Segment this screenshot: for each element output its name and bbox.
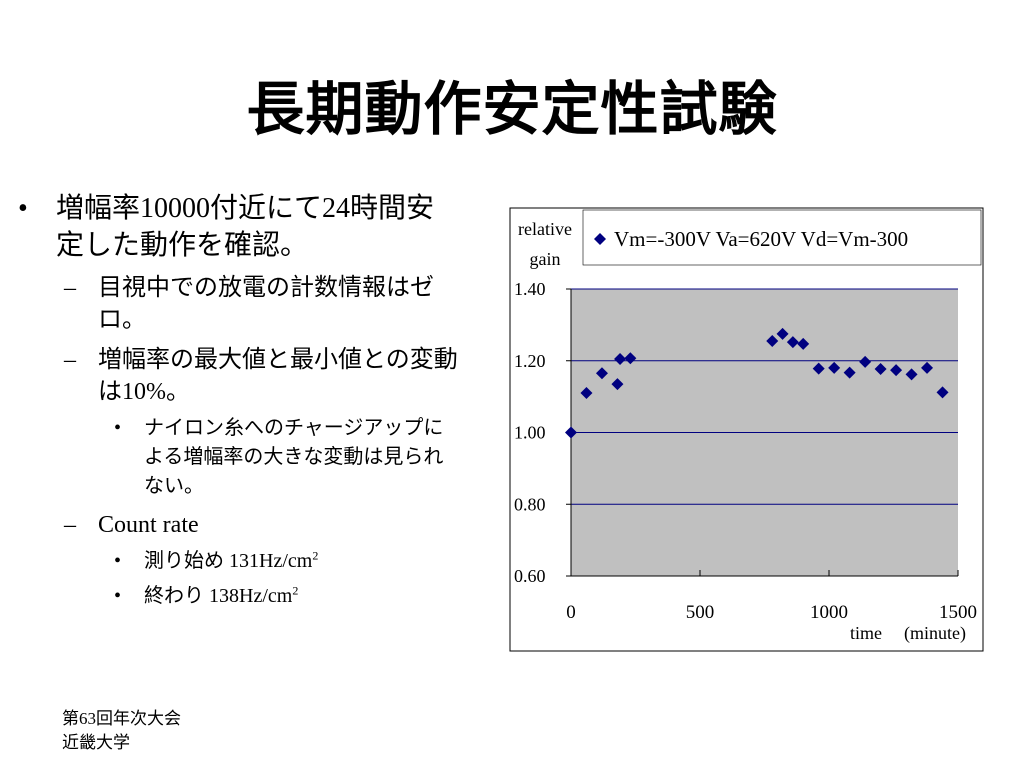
data-point-marker: [565, 426, 577, 439]
x-tick-label: 0: [566, 602, 576, 623]
data-point-marker: [611, 378, 624, 391]
y-axis-label-line1: relative: [518, 219, 572, 239]
legend-box: [582, 209, 982, 266]
dash-marker: –: [64, 347, 76, 373]
data-point-marker: [766, 335, 779, 348]
dash-marker: –: [64, 512, 76, 538]
data-point-marker: [921, 361, 934, 374]
bullet-marker: •: [114, 417, 122, 439]
x-tick-label: 1000: [810, 602, 848, 623]
bullet-text: 増幅率10000付近にて24時間安定した動作を確認。: [56, 193, 435, 261]
rate-start-exponent: 2: [312, 548, 319, 563]
y-tick-label: 1.00: [514, 423, 546, 443]
data-point-marker: [859, 355, 872, 368]
slide-title: 長期動作安定性試験: [246, 77, 778, 142]
x-axis-label: time: [850, 623, 882, 643]
sub-sub-bullet-text: ナイロン糸へのチャージアップによる増幅率の大きな変動は見られない。: [144, 417, 444, 497]
sub-bullet-item: – Count rate: [18, 509, 458, 541]
data-point-marker: [797, 337, 810, 350]
legend-marker: [594, 233, 606, 245]
y-tick-label: 1.40: [514, 279, 546, 299]
sub-bullet-text: 増幅率の最大値と最小値との変動は10%。: [98, 347, 458, 405]
data-point-marker: [905, 368, 918, 381]
data-point-marker: [828, 361, 841, 374]
sub-sub-bullet-item: • ナイロン糸へのチャージアップによる増幅率の大きな変動は見られない。: [18, 414, 458, 501]
bullet-list: • 増幅率10000付近にて24時間安定した動作を確認。 – 目視中での放電の計…: [18, 190, 458, 611]
rate-end-text: 終わり 138Hz/cm: [144, 585, 293, 607]
x-tick-label: 1500: [939, 602, 977, 623]
y-axis-label-line2: gain: [530, 249, 561, 269]
data-point-marker: [890, 364, 903, 377]
sub-sub-bullet-item: • 測り始め 131Hz/cm2: [18, 547, 458, 576]
data-point-marker: [595, 367, 608, 380]
footer: 第63回年次大会 近畿大学: [62, 707, 181, 755]
data-point-marker: [874, 363, 887, 376]
y-tick-label: 0.80: [514, 494, 546, 514]
sub-bullet-item: – 増幅率の最大値と最小値との変動は10%。: [18, 344, 458, 408]
x-tick-label: 500: [686, 602, 715, 623]
footer-event: 第63回年次大会: [62, 709, 181, 728]
footer-university: 近畿大学: [62, 733, 130, 752]
data-point-marker: [580, 387, 593, 400]
bullet-marker: •: [18, 193, 28, 224]
data-point-marker: [812, 362, 825, 375]
sub-bullet-text: Count rate: [98, 512, 199, 538]
dash-marker: –: [64, 275, 76, 301]
rate-start-text: 測り始め 131Hz/cm: [144, 550, 313, 572]
bullet-marker: •: [114, 550, 122, 572]
data-point-marker: [843, 366, 856, 379]
bullet-item: • 増幅率10000付近にて24時間安定した動作を確認。: [18, 190, 458, 264]
data-point-marker: [614, 352, 627, 365]
sub-bullet-item: – 目視中での放電の計数情報はゼロ。: [18, 272, 458, 336]
sub-sub-bullet-item: • 終わり 138Hz/cm2: [18, 582, 458, 611]
legend-label: Vm=-300V Va=620V Vd=Vm-300: [614, 227, 908, 251]
x-axis-unit: (minute): [904, 623, 966, 644]
bullet-marker: •: [114, 585, 122, 607]
data-point-marker: [624, 352, 637, 365]
data-point-marker: [786, 336, 799, 349]
rate-end-exponent: 2: [292, 583, 299, 598]
y-tick-label: 0.60: [514, 566, 546, 586]
sub-bullet-text: 目視中での放電の計数情報はゼロ。: [98, 275, 434, 333]
data-point-marker: [776, 327, 789, 340]
data-point-marker: [936, 386, 949, 399]
y-tick-label: 1.20: [514, 351, 546, 371]
